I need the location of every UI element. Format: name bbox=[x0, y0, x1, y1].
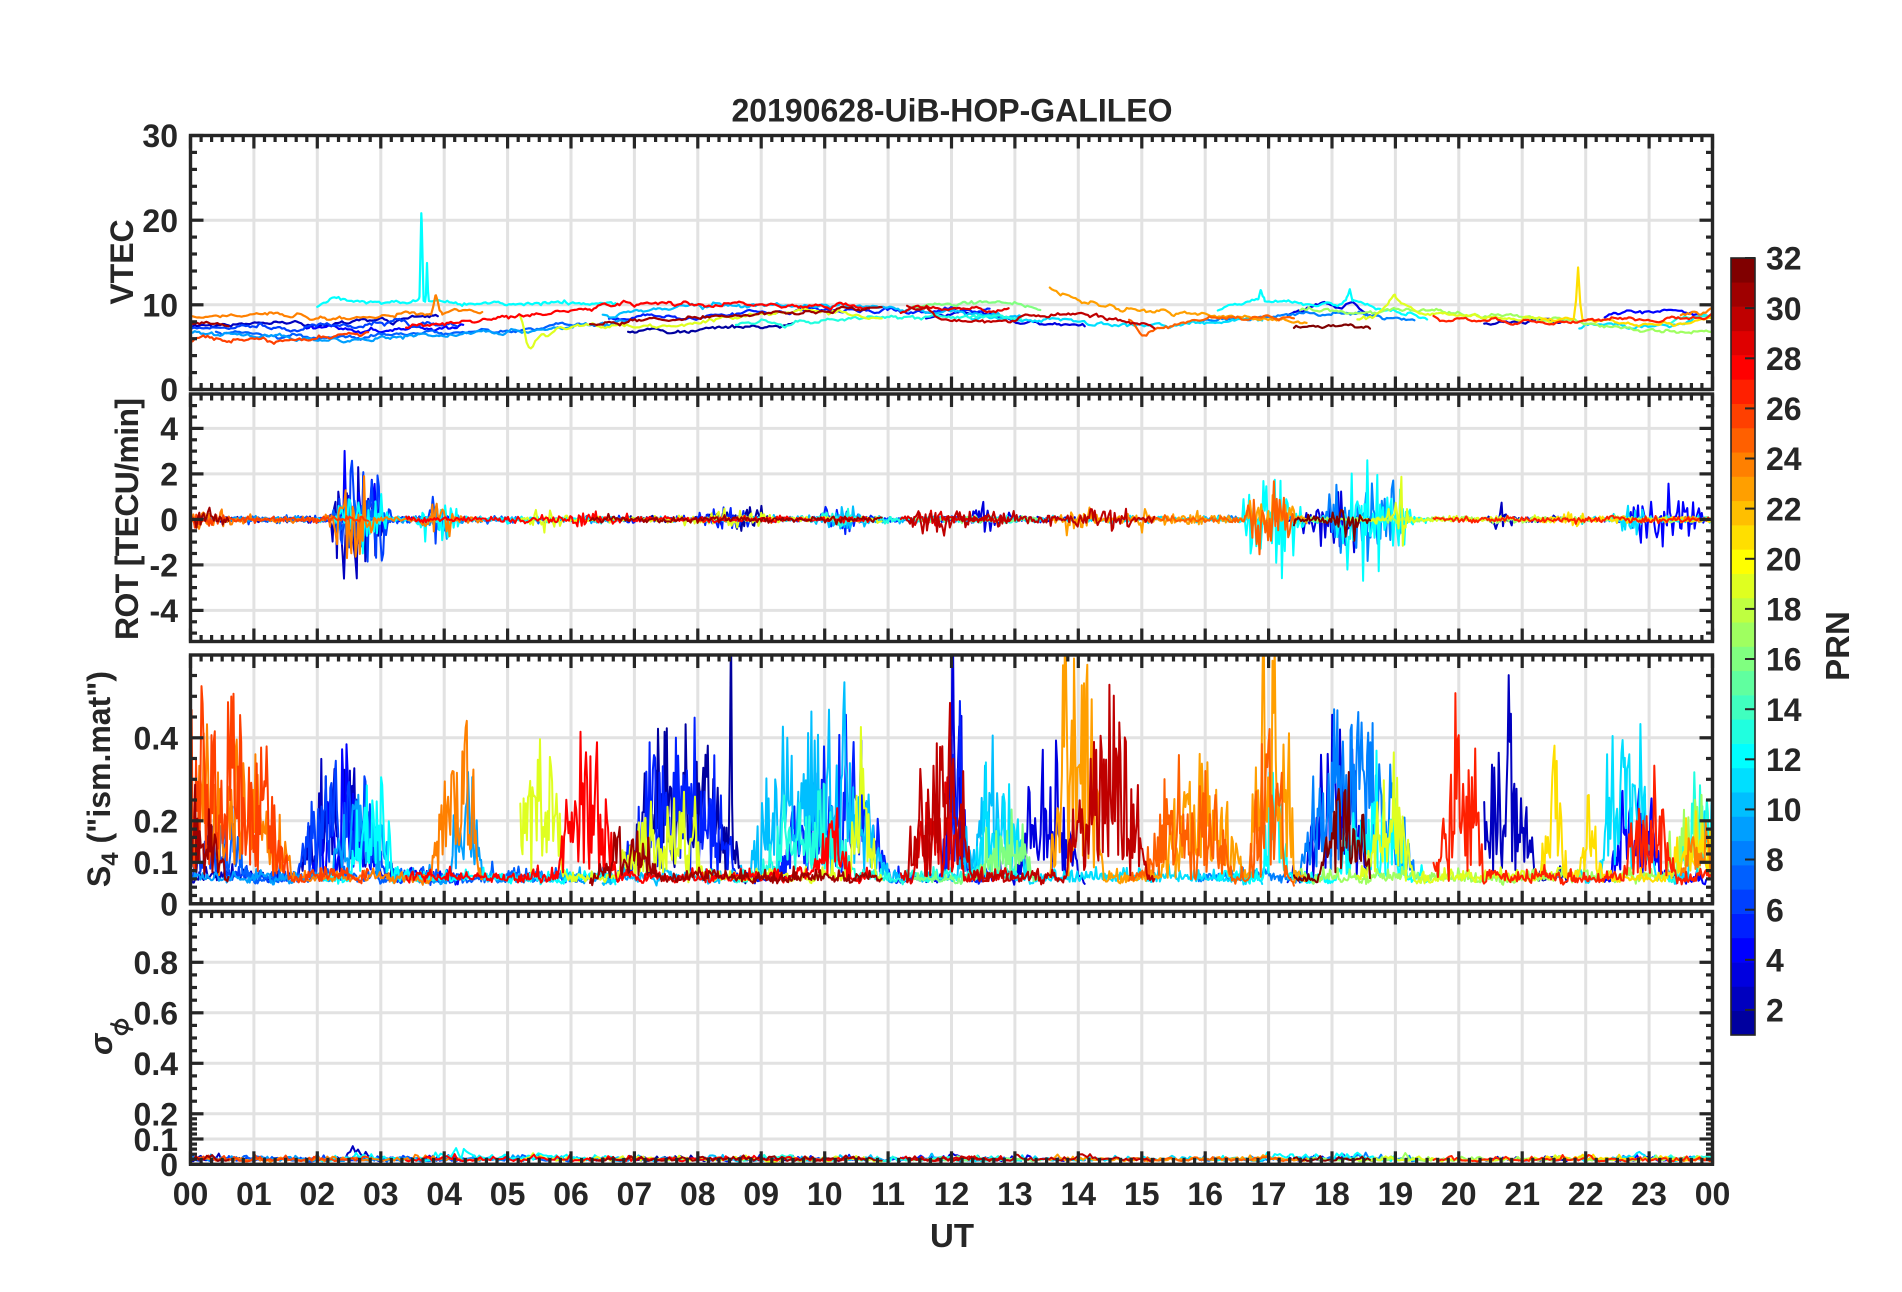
svg-text:S4 ("ism.mat"): S4 ("ism.mat") bbox=[81, 671, 124, 887]
svg-text:2: 2 bbox=[160, 457, 178, 493]
svg-text:10: 10 bbox=[1766, 792, 1802, 828]
svg-text:4: 4 bbox=[160, 411, 178, 447]
svg-text:05: 05 bbox=[490, 1176, 526, 1212]
svg-text:20: 20 bbox=[1766, 542, 1802, 578]
svg-text:14: 14 bbox=[1766, 692, 1802, 728]
svg-text:26: 26 bbox=[1766, 391, 1802, 427]
svg-text:0.6: 0.6 bbox=[134, 996, 178, 1032]
svg-text:11: 11 bbox=[871, 1176, 905, 1212]
svg-text:01: 01 bbox=[236, 1176, 272, 1212]
svg-text:0.2: 0.2 bbox=[134, 1097, 178, 1133]
svg-text:06: 06 bbox=[553, 1176, 589, 1212]
svg-text:15: 15 bbox=[1124, 1176, 1160, 1212]
svg-text:UT: UT bbox=[930, 1217, 974, 1254]
svg-text:32: 32 bbox=[1766, 241, 1802, 277]
svg-text:20190628-UiB-HOP-GALILEO: 20190628-UiB-HOP-GALILEO bbox=[731, 93, 1172, 129]
svg-text:10: 10 bbox=[807, 1176, 843, 1212]
svg-text:04: 04 bbox=[426, 1176, 462, 1212]
svg-text:23: 23 bbox=[1631, 1176, 1667, 1212]
svg-text:19: 19 bbox=[1378, 1176, 1414, 1212]
svg-text:4: 4 bbox=[1766, 943, 1784, 979]
svg-text:-2: -2 bbox=[150, 548, 178, 584]
svg-text:03: 03 bbox=[363, 1176, 399, 1212]
svg-text:21: 21 bbox=[1504, 1176, 1540, 1212]
svg-text:09: 09 bbox=[743, 1176, 779, 1212]
svg-text:6: 6 bbox=[1766, 892, 1784, 928]
svg-text:0.4: 0.4 bbox=[134, 1046, 179, 1082]
svg-text:0: 0 bbox=[160, 502, 178, 538]
svg-text:28: 28 bbox=[1766, 341, 1802, 377]
svg-text:0: 0 bbox=[160, 372, 178, 408]
svg-text:24: 24 bbox=[1766, 441, 1802, 477]
svg-text:0.1: 0.1 bbox=[134, 1122, 178, 1158]
svg-text:VTEC: VTEC bbox=[104, 219, 140, 304]
svg-text:18: 18 bbox=[1766, 592, 1802, 628]
svg-text:08: 08 bbox=[680, 1176, 716, 1212]
svg-text:02: 02 bbox=[300, 1176, 336, 1212]
svg-text:16: 16 bbox=[1766, 642, 1802, 678]
svg-text:22: 22 bbox=[1766, 491, 1802, 527]
svg-text:14: 14 bbox=[1061, 1176, 1097, 1212]
svg-text:2: 2 bbox=[1766, 993, 1784, 1029]
svg-text:0: 0 bbox=[160, 1147, 178, 1183]
svg-text:8: 8 bbox=[1766, 842, 1784, 878]
svg-text:0.2: 0.2 bbox=[134, 804, 178, 840]
svg-text:20: 20 bbox=[1441, 1176, 1477, 1212]
svg-text:16: 16 bbox=[1187, 1176, 1223, 1212]
svg-text:PRN: PRN bbox=[1819, 611, 1856, 681]
svg-text:00: 00 bbox=[173, 1176, 209, 1212]
svg-text:22: 22 bbox=[1568, 1176, 1604, 1212]
svg-text:σ: σ bbox=[83, 1032, 119, 1055]
svg-text:30: 30 bbox=[142, 118, 178, 154]
svg-text:0.1: 0.1 bbox=[134, 845, 178, 881]
svg-text:18: 18 bbox=[1314, 1176, 1350, 1212]
svg-text:0: 0 bbox=[160, 887, 178, 923]
svg-text:0.4: 0.4 bbox=[134, 721, 179, 757]
svg-text:-4: -4 bbox=[150, 593, 179, 629]
svg-text:10: 10 bbox=[142, 288, 178, 324]
svg-text:17: 17 bbox=[1251, 1176, 1287, 1212]
svg-text:ROT [TECU/min]: ROT [TECU/min] bbox=[109, 398, 145, 640]
svg-text:07: 07 bbox=[617, 1176, 653, 1212]
svg-text:00: 00 bbox=[1695, 1176, 1731, 1212]
svg-text:12: 12 bbox=[934, 1176, 970, 1212]
svg-text:0.8: 0.8 bbox=[134, 945, 178, 981]
svg-text:12: 12 bbox=[1766, 742, 1802, 778]
svg-text:30: 30 bbox=[1766, 291, 1802, 327]
svg-text:20: 20 bbox=[142, 203, 178, 239]
svg-text:13: 13 bbox=[997, 1176, 1033, 1212]
